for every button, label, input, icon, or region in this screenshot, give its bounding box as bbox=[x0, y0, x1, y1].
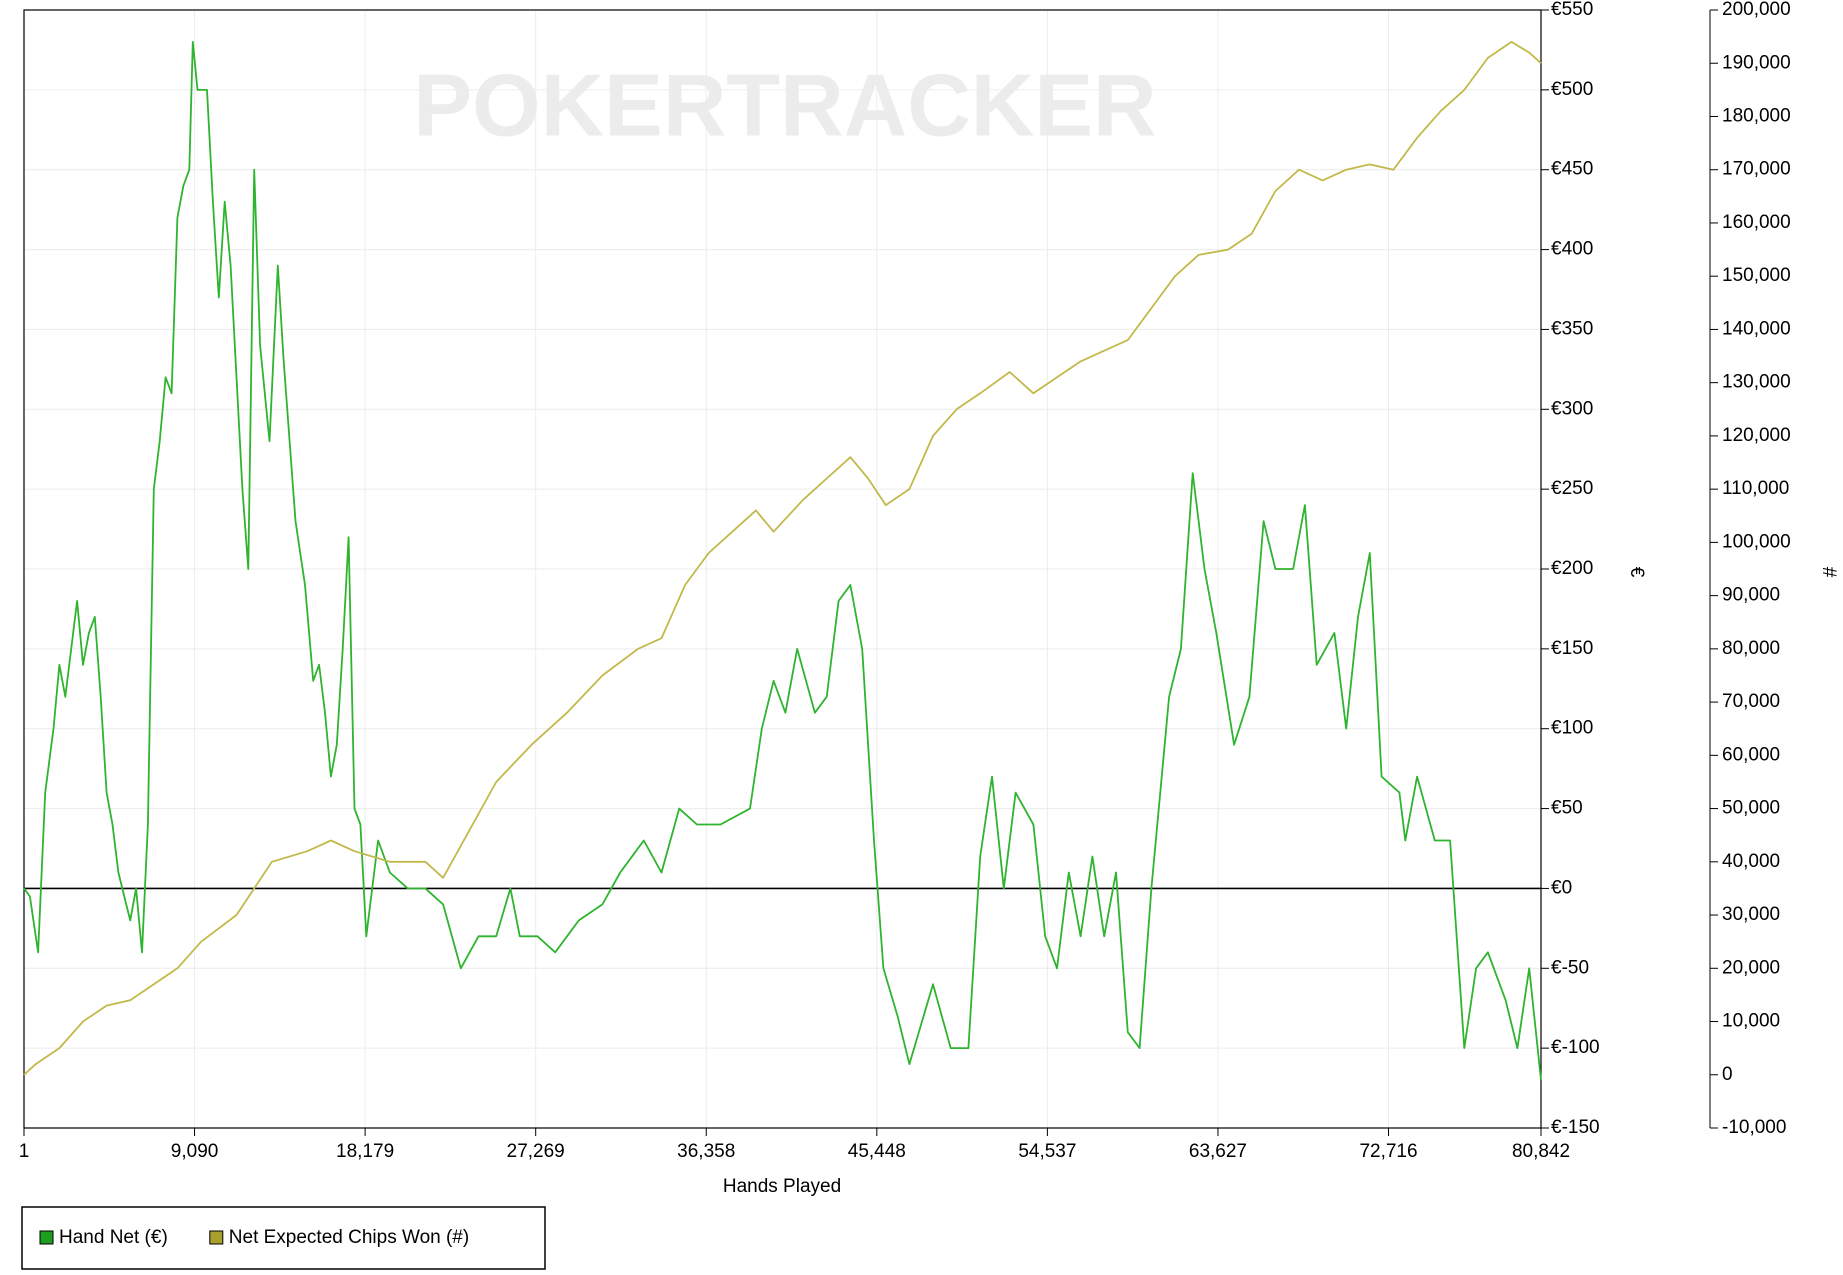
y-tick-label: €400 bbox=[1551, 239, 1593, 260]
y-tick-label: €150 bbox=[1551, 638, 1593, 659]
legend-box bbox=[21, 1206, 546, 1270]
y2-tick-label: 30,000 bbox=[1722, 904, 1780, 925]
x-tick-label: 80,842 bbox=[1512, 1141, 1570, 1162]
y-tick-label: €200 bbox=[1551, 558, 1593, 579]
y-tick-label: €500 bbox=[1551, 79, 1593, 100]
y2-tick-label: 10,000 bbox=[1722, 1011, 1780, 1032]
y-tick-label: €450 bbox=[1551, 159, 1593, 180]
y2-tick-label: 50,000 bbox=[1722, 798, 1780, 819]
y2-tick-label: 160,000 bbox=[1722, 212, 1791, 233]
y-tick-label: €-50 bbox=[1551, 957, 1589, 978]
y2-tick-label: 70,000 bbox=[1722, 691, 1780, 712]
x-tick-label: 36,358 bbox=[677, 1141, 735, 1162]
y-axis-label: € bbox=[1626, 567, 1647, 578]
y-tick-label: €-100 bbox=[1551, 1037, 1600, 1058]
y-tick-label: €100 bbox=[1551, 718, 1593, 739]
x-tick-label: 18,179 bbox=[336, 1141, 394, 1162]
series-line bbox=[23, 41, 1542, 1081]
y2-tick-label: 0 bbox=[1722, 1064, 1733, 1085]
y-tick-label: €250 bbox=[1551, 478, 1593, 499]
plot-frame bbox=[23, 9, 1542, 1129]
y-tick-label: €300 bbox=[1551, 398, 1593, 419]
y-tick-label: €-150 bbox=[1551, 1117, 1600, 1138]
y2-tick-label: 20,000 bbox=[1722, 957, 1780, 978]
y-tick-label: €350 bbox=[1551, 318, 1593, 339]
x-tick-label: 63,627 bbox=[1189, 1141, 1247, 1162]
y2-tick-label: 130,000 bbox=[1722, 372, 1791, 393]
y2-tick-label: 120,000 bbox=[1722, 425, 1791, 446]
legend-label: Net Expected Chips Won (#) bbox=[229, 1227, 469, 1248]
y2-tick-label: 150,000 bbox=[1722, 265, 1791, 286]
series-line bbox=[23, 41, 1542, 1076]
y2-tick-label: 60,000 bbox=[1722, 744, 1780, 765]
y2-axis-label: # bbox=[1818, 567, 1839, 578]
x-tick-label: 45,448 bbox=[848, 1141, 906, 1162]
legend-swatch bbox=[39, 1230, 54, 1245]
x-tick-label: 54,537 bbox=[1018, 1141, 1076, 1162]
x-tick-label: 9,090 bbox=[171, 1141, 219, 1162]
y2-tick-label: 200,000 bbox=[1722, 0, 1791, 20]
y-tick-label: €50 bbox=[1551, 798, 1583, 819]
legend-label: Hand Net (€) bbox=[59, 1227, 168, 1248]
x-tick-label: 27,269 bbox=[507, 1141, 565, 1162]
x-tick-label: 72,716 bbox=[1359, 1141, 1417, 1162]
y-tick-label: €550 bbox=[1551, 0, 1593, 20]
y2-tick-label: 110,000 bbox=[1722, 478, 1789, 499]
y2-tick-label: 190,000 bbox=[1722, 52, 1791, 73]
watermark: POKERTRACKER bbox=[413, 55, 1156, 154]
y-tick-label: €0 bbox=[1551, 877, 1572, 898]
y2-tick-label: 100,000 bbox=[1722, 531, 1791, 552]
y2-tick-label: 170,000 bbox=[1722, 159, 1791, 180]
y2-tick-label: 40,000 bbox=[1722, 851, 1780, 872]
y2-tick-label: -10,000 bbox=[1722, 1117, 1786, 1138]
y2-tick-label: 180,000 bbox=[1722, 105, 1791, 126]
y2-tick-label: 140,000 bbox=[1722, 318, 1791, 339]
y2-tick-label: 90,000 bbox=[1722, 585, 1780, 606]
grid bbox=[23, 9, 1542, 1129]
x-axis-label: Hands Played bbox=[723, 1176, 841, 1197]
x-tick-label: 1 bbox=[19, 1141, 30, 1162]
y2-tick-label: 80,000 bbox=[1722, 638, 1780, 659]
legend-swatch bbox=[209, 1230, 224, 1245]
